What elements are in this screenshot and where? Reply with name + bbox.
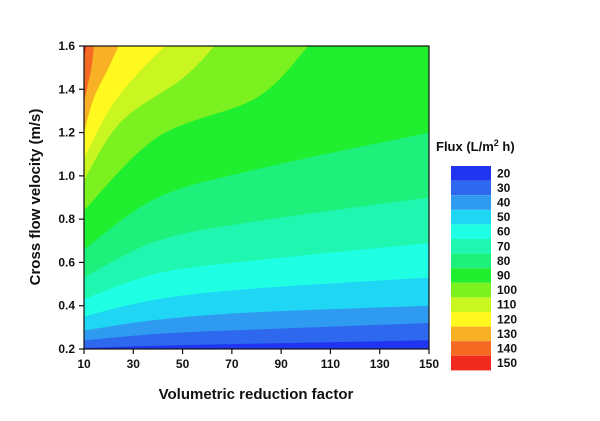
y-tick-label-1.4: 1.4 bbox=[58, 82, 75, 96]
contour-band-150 bbox=[84, 46, 87, 57]
x-tick-label-50: 50 bbox=[176, 357, 190, 371]
legend-title-prefix: Flux (L/m bbox=[436, 139, 494, 154]
legend-title-superscript: 2 bbox=[494, 138, 499, 148]
legend-label-50: 50 bbox=[497, 210, 511, 224]
legend-title: Flux (L/m2 h) bbox=[436, 138, 515, 154]
legend-label-140: 140 bbox=[497, 342, 517, 356]
legend-swatch-30 bbox=[451, 180, 491, 196]
legend-label-70: 70 bbox=[497, 239, 511, 253]
x-tick-label-90: 90 bbox=[274, 357, 288, 371]
legend-label-20: 20 bbox=[497, 166, 511, 180]
y-tick-label-0.2: 0.2 bbox=[58, 342, 75, 356]
legend-swatch-60 bbox=[451, 224, 491, 239]
legend-swatch-70 bbox=[451, 239, 491, 254]
legend-swatch-150 bbox=[451, 355, 491, 371]
legend-swatch-110 bbox=[451, 297, 491, 312]
x-tick-label-10: 10 bbox=[77, 357, 91, 371]
contour-band-140 bbox=[84, 46, 94, 103]
legend-swatch-20 bbox=[451, 166, 491, 181]
legend-title-suffix: h) bbox=[499, 139, 515, 154]
y-tick-label-1.6: 1.6 bbox=[58, 39, 75, 53]
y-axis-title: Cross flow velocity (m/s) bbox=[27, 109, 44, 286]
legend-label-120: 120 bbox=[497, 312, 517, 326]
legend-label-130: 130 bbox=[497, 327, 517, 341]
x-tick-label-130: 130 bbox=[370, 357, 390, 371]
y-tick-label-1.2: 1.2 bbox=[58, 126, 75, 140]
legend-swatch-50 bbox=[451, 209, 491, 225]
contour-bands bbox=[84, 46, 429, 349]
y-tick-label-0.8: 0.8 bbox=[58, 212, 75, 226]
x-axis: 10 30 50 70 90 110 130 150 bbox=[77, 349, 439, 371]
legend-label-30: 30 bbox=[497, 181, 511, 195]
legend-label-150: 150 bbox=[497, 356, 517, 370]
legend-swatch-40 bbox=[451, 195, 491, 210]
y-tick-label-1.0: 1.0 bbox=[58, 169, 75, 183]
legend-label-100: 100 bbox=[497, 283, 517, 297]
legend-label-90: 90 bbox=[497, 269, 511, 283]
x-tick-label-150: 150 bbox=[419, 357, 439, 371]
x-tick-label-70: 70 bbox=[225, 357, 239, 371]
y-axis: 0.2 0.4 0.6 0.8 1.0 1.2 1.4 1.6 bbox=[58, 39, 84, 356]
legend-swatch-140 bbox=[451, 341, 491, 356]
y-tick-label-0.6: 0.6 bbox=[58, 255, 75, 269]
legend: Flux (L/m2 h) 20304050607080901001101201… bbox=[436, 138, 517, 371]
x-tick-label-30: 30 bbox=[127, 357, 141, 371]
legend-swatch-80 bbox=[451, 253, 491, 269]
legend-swatch-90 bbox=[451, 268, 491, 283]
contour-band-130 bbox=[84, 46, 119, 133]
y-tick-label-0.4: 0.4 bbox=[58, 299, 75, 313]
legend-swatch-100 bbox=[451, 282, 491, 298]
legend-swatch-130 bbox=[451, 326, 491, 342]
x-tick-label-110: 110 bbox=[321, 357, 341, 371]
legend-label-60: 60 bbox=[497, 225, 511, 239]
legend-label-110: 110 bbox=[497, 298, 517, 312]
legend-label-80: 80 bbox=[497, 254, 511, 268]
x-axis-title: Volumetric reduction factor bbox=[159, 386, 354, 403]
plot-frame bbox=[83, 45, 430, 350]
legend-label-40: 40 bbox=[497, 196, 511, 210]
legend-swatch-120 bbox=[451, 312, 491, 327]
